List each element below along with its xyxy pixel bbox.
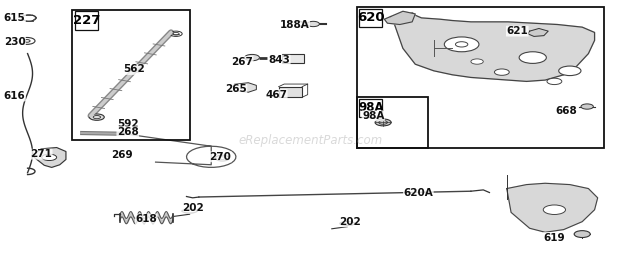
Circle shape: [547, 78, 562, 85]
Text: 668: 668: [556, 106, 578, 115]
Circle shape: [581, 104, 593, 109]
Text: 616: 616: [4, 91, 25, 101]
Text: 98A: 98A: [358, 101, 384, 114]
Bar: [356, 97, 428, 148]
Circle shape: [574, 231, 590, 238]
Text: 271: 271: [30, 149, 52, 159]
Circle shape: [307, 21, 319, 27]
Text: 267: 267: [231, 57, 253, 66]
Text: 592: 592: [117, 119, 138, 129]
Circle shape: [245, 55, 259, 61]
Circle shape: [89, 114, 104, 120]
Text: 202: 202: [340, 217, 361, 227]
Circle shape: [519, 52, 546, 63]
Polygon shape: [32, 148, 66, 167]
Text: 620: 620: [357, 11, 384, 24]
Circle shape: [42, 154, 56, 160]
Polygon shape: [528, 28, 548, 36]
Text: 619: 619: [544, 232, 565, 243]
Polygon shape: [507, 183, 598, 232]
Polygon shape: [384, 11, 415, 24]
Text: 621: 621: [507, 26, 528, 36]
Circle shape: [494, 69, 509, 75]
Bar: [359, 99, 383, 117]
Text: 188A: 188A: [280, 19, 309, 30]
Text: 843: 843: [268, 55, 290, 65]
Circle shape: [543, 205, 565, 214]
Text: 618: 618: [135, 214, 157, 224]
Bar: [74, 11, 98, 30]
Bar: [281, 54, 304, 63]
Circle shape: [471, 59, 483, 64]
Text: 562: 562: [123, 64, 145, 74]
Circle shape: [445, 37, 479, 52]
Bar: [278, 87, 302, 97]
Bar: [72, 10, 190, 140]
Text: 270: 270: [210, 152, 231, 162]
Text: 265: 265: [225, 84, 247, 94]
Text: 269: 269: [111, 151, 133, 160]
Circle shape: [456, 42, 468, 47]
Text: eReplacementParts.com: eReplacementParts.com: [238, 134, 383, 147]
Polygon shape: [394, 13, 595, 81]
Text: 227: 227: [73, 14, 100, 27]
Text: 98A: 98A: [362, 111, 384, 121]
Text: 230: 230: [4, 37, 25, 47]
Bar: [359, 9, 383, 27]
Circle shape: [375, 119, 391, 126]
Text: 615: 615: [4, 13, 25, 23]
Circle shape: [559, 66, 581, 76]
Text: 268: 268: [117, 127, 139, 137]
Text: 467: 467: [265, 90, 287, 100]
Text: 620A: 620A: [404, 188, 433, 198]
Polygon shape: [234, 83, 256, 92]
Text: 202: 202: [182, 203, 203, 213]
Bar: [356, 7, 604, 148]
